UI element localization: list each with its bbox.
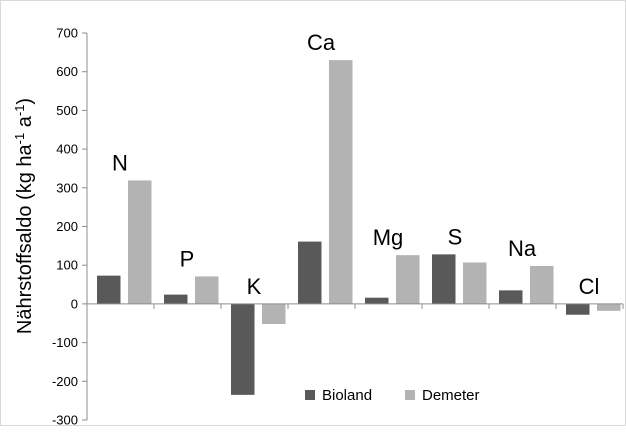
- bar-ca-demeter: [329, 60, 353, 304]
- bar-cl-demeter: [597, 303, 621, 311]
- legend-label-demeter: Demeter: [422, 387, 480, 404]
- bar-mg-bioland: [365, 297, 389, 304]
- category-label-k: K: [247, 274, 262, 299]
- category-label-n: N: [112, 150, 128, 175]
- category-labels: N P K Ca Mg S Na Cl: [112, 30, 599, 299]
- category-label-p: P: [180, 246, 195, 271]
- legend: Bioland Demeter: [305, 387, 480, 404]
- y-axis: -300 -200 -100 0 100 200 300 400 500 600 700: [52, 26, 88, 428]
- y-tick-label: 600: [56, 64, 78, 79]
- bars: [97, 60, 621, 395]
- y-tick-label: 0: [71, 296, 78, 311]
- y-tick-label: 200: [56, 219, 78, 234]
- y-tick-label: 500: [56, 103, 78, 118]
- bar-k-bioland: [231, 303, 255, 395]
- bar-ca-bioland: [298, 241, 322, 304]
- y-tick-label: 100: [56, 258, 78, 273]
- bar-s-bioland: [432, 254, 456, 304]
- bar-n-bioland: [97, 275, 121, 304]
- bar-s-demeter: [463, 262, 487, 304]
- bar-cl-bioland: [566, 303, 590, 315]
- legend-label-bioland: Bioland: [322, 387, 372, 404]
- y-tick-label: 300: [56, 180, 78, 195]
- bar-p-demeter: [195, 276, 219, 304]
- legend-swatch-bioland: [305, 390, 315, 400]
- category-label-mg: Mg: [373, 225, 404, 250]
- y-tick-label: 400: [56, 142, 78, 157]
- category-label-na: Na: [508, 236, 537, 261]
- bar-p-bioland: [164, 294, 188, 304]
- y-tick-label: -200: [52, 374, 78, 389]
- y-tick-label: 700: [56, 26, 78, 41]
- legend-swatch-demeter: [405, 390, 415, 400]
- bar-n-demeter: [128, 180, 152, 304]
- y-axis-label: Nährstoffsaldo (kg ha-1 a-1): [12, 98, 37, 334]
- bar-k-demeter: [262, 303, 286, 325]
- bar-na-bioland: [499, 290, 523, 304]
- y-tick-label: -100: [52, 335, 78, 350]
- category-label-cl: Cl: [579, 274, 600, 299]
- bar-mg-demeter: [396, 255, 420, 304]
- category-label-ca: Ca: [307, 30, 336, 55]
- bar-na-demeter: [530, 265, 554, 304]
- category-label-s: S: [448, 224, 463, 249]
- y-tick-label: -300: [52, 413, 78, 428]
- x-axis: [86, 303, 624, 309]
